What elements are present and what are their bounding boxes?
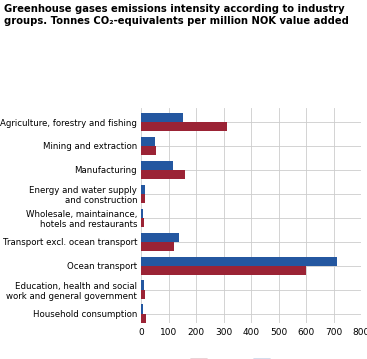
Bar bbox=[141, 218, 144, 227]
Bar bbox=[141, 146, 156, 155]
Bar bbox=[141, 161, 173, 170]
Bar bbox=[141, 137, 155, 146]
Bar bbox=[141, 209, 143, 218]
Bar bbox=[141, 266, 306, 275]
Bar bbox=[141, 122, 226, 131]
Bar bbox=[141, 113, 183, 122]
Bar bbox=[141, 170, 185, 179]
Text: Greenhouse gases emissions intensity according to industry
groups. Tonnes CO₂-eq: Greenhouse gases emissions intensity acc… bbox=[4, 4, 349, 26]
Bar bbox=[141, 233, 179, 242]
Bar bbox=[141, 194, 145, 203]
Bar bbox=[141, 304, 143, 313]
Bar bbox=[141, 280, 144, 290]
Bar bbox=[141, 185, 145, 194]
Legend: 1990, 2005*: 1990, 2005* bbox=[186, 354, 317, 359]
Bar bbox=[141, 257, 337, 266]
Bar bbox=[141, 242, 174, 251]
Bar bbox=[141, 313, 146, 323]
Bar bbox=[141, 290, 145, 299]
